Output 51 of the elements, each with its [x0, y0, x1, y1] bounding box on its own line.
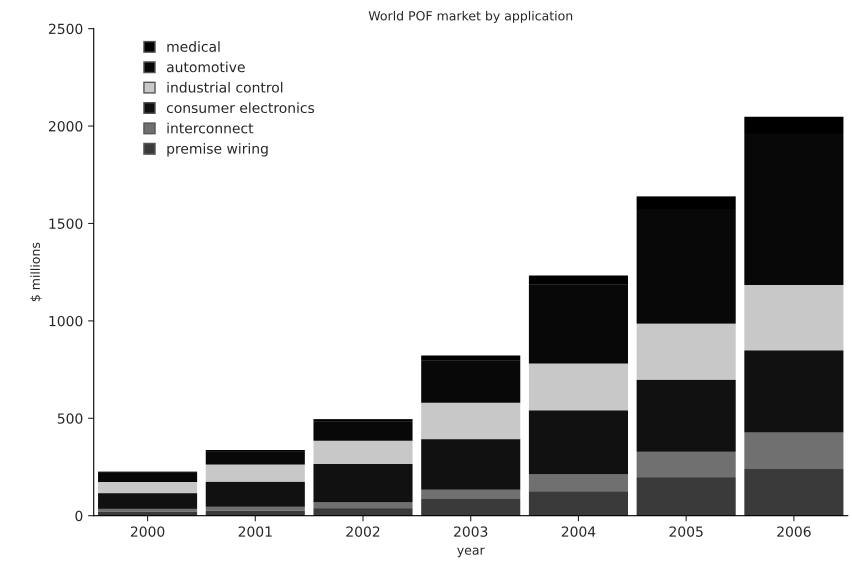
bar [636, 380, 736, 452]
bar [528, 474, 628, 492]
x-axis-title: year [457, 548, 485, 558]
bar [98, 508, 198, 512]
legend-label: industrial control [167, 82, 282, 93]
bar [98, 482, 198, 494]
bar [636, 452, 736, 478]
legend-label: consumer electronics [166, 102, 314, 114]
bar [744, 468, 844, 516]
bar [421, 490, 520, 499]
bar [421, 498, 520, 516]
bar [313, 421, 413, 441]
bar [744, 350, 844, 432]
bar [313, 440, 413, 464]
bar [206, 482, 305, 507]
y-tick-label: 1500 [49, 218, 82, 229]
x-tick-label: 2000 [130, 526, 164, 537]
bar [206, 506, 305, 511]
bar [744, 285, 844, 350]
y-tick-label: 2500 [48, 24, 82, 34]
bar [744, 432, 844, 469]
legend-label: premise wiring [167, 143, 268, 157]
x-tick-label: 2001 [238, 526, 272, 537]
chart-title: World POF market by application [368, 10, 572, 23]
bar [206, 464, 305, 482]
bar [98, 472, 198, 482]
x-tick-label: 2004 [562, 526, 596, 537]
bar [636, 478, 736, 516]
legend-label: interconnect [167, 122, 254, 134]
bar [421, 402, 520, 440]
bar [528, 410, 628, 474]
x-tick-label: 2005 [670, 526, 703, 537]
legend-label: medical [167, 41, 220, 52]
y-tick-label: 2000 [48, 121, 82, 132]
x-tick-label: 2002 [346, 526, 380, 537]
bar [98, 493, 198, 509]
legend-label: automotive [166, 62, 245, 72]
bar [313, 502, 413, 508]
y-axis-title: $ millions [30, 242, 42, 302]
bar [313, 464, 413, 502]
bar [636, 324, 736, 380]
y-tick-label: 500 [58, 413, 82, 424]
bar [421, 439, 520, 490]
y-tick-label: 1000 [49, 316, 82, 326]
x-tick-label: 2003 [454, 526, 488, 537]
x-tick-label: 2006 [777, 526, 811, 537]
bar [313, 508, 413, 516]
bar [528, 364, 628, 410]
bar [528, 491, 628, 516]
bar [206, 451, 305, 464]
y-tick-label: 0 [75, 510, 82, 522]
